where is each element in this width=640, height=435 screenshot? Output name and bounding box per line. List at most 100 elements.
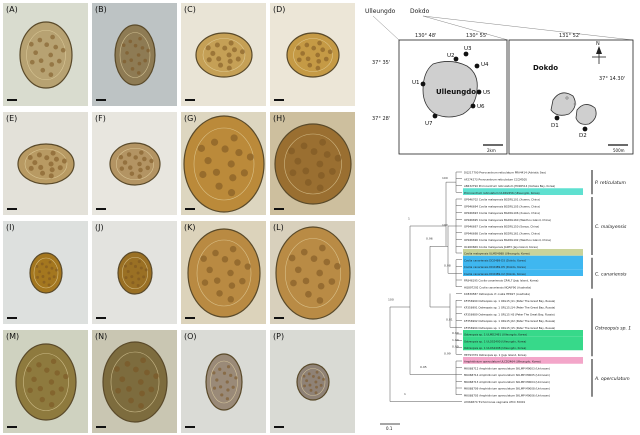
dinoflagellate-cell xyxy=(114,24,156,86)
dinoflagellate-cell xyxy=(187,228,261,318)
panel-label: (E) xyxy=(6,114,18,123)
taxon-label: HQ897292 Coolia canariensis NQAIF90 (Aus… xyxy=(464,285,531,289)
taxon-label: Ostreopsis sp. 1 ULMD2491 (Ulleungdo, Ko… xyxy=(464,333,527,337)
svg-text:U4: U4 xyxy=(481,62,489,68)
micrograph-panel: (I) xyxy=(3,221,88,324)
taxon-label: MK068713 Amphidinium operculatum SKLMP M… xyxy=(464,380,550,384)
station-u5: U5 xyxy=(476,89,491,96)
map-region-dokdo: Dokdo xyxy=(410,8,430,15)
micrograph-panel: (O) xyxy=(181,330,266,433)
sampling-map: Ulleungdo Dokdo 130° 48' 130° 55' 37° 35… xyxy=(365,8,634,155)
micrograph-panel: (G) xyxy=(181,112,266,215)
scale-bar xyxy=(274,426,284,428)
dinoflagellate-cell xyxy=(117,251,153,295)
scale-bar xyxy=(185,317,195,319)
panel-label: (M) xyxy=(6,332,20,341)
dinoflagellate-cell xyxy=(195,32,253,78)
panel-label: (F) xyxy=(95,114,106,123)
highlight-band xyxy=(463,357,583,364)
ulleungdo-island xyxy=(422,61,478,118)
island-label-ulleungdo: Ulleungdo xyxy=(436,88,476,96)
dinoflagellate-cell xyxy=(17,143,75,185)
lon-tick-1: 130° 48' xyxy=(415,33,436,39)
highlight-band xyxy=(463,255,583,263)
map-region-ulleungdo: Ulleungdo xyxy=(365,8,396,15)
clade-label: Ostreopsis sp. 1 xyxy=(595,325,631,331)
station-d2: D2 xyxy=(579,126,588,139)
taxon-label: AB432790 Prorocentrum reticulatum JH0905… xyxy=(464,184,555,188)
support-value: 1 xyxy=(408,216,410,220)
taxon-label: DQ217790 Prorocentrum reticulatum PRA441… xyxy=(464,171,546,175)
taxon-label: Coolia malayensis ULMD4988 (Ulleungdo, K… xyxy=(464,252,530,256)
dinoflagellate-cell xyxy=(286,32,340,78)
taxon-label: MK068714 Amphidinium operculatum SKLMP M… xyxy=(464,373,550,377)
micrograph-panel: (H) xyxy=(270,112,355,215)
svg-text:U3: U3 xyxy=(464,46,472,52)
station-u3: U3 xyxy=(463,46,472,57)
micrograph-panel: (F) xyxy=(92,112,177,215)
panel-label: (H) xyxy=(273,114,286,123)
taxon-label: OP946693 Coolia malayensis BGDRL106 (Xuw… xyxy=(464,211,540,215)
clade-label: P. reticulatum xyxy=(595,180,627,186)
scale-left: 2km xyxy=(487,148,496,153)
support-value: 0.99 xyxy=(452,331,459,335)
lon-tick-2: 130° 55' xyxy=(466,33,487,39)
taxon-label: Ostreopsis sp. 1 ULOS2490 (Ulleungdo, Ko… xyxy=(464,339,526,343)
taxon-label: KF356992 Ostreopsis sp. 1 ORL15 J22 (Pet… xyxy=(464,319,555,323)
scale-bar xyxy=(96,426,106,428)
clade-label: C. canariensis xyxy=(595,271,627,277)
scale-bar xyxy=(274,208,284,210)
taxon-label: OP946694 Coolia malayensis BGDRL105 (Xuw… xyxy=(464,204,540,208)
micrograph-panel: (D) xyxy=(270,3,355,106)
panel-label: (J) xyxy=(95,223,104,232)
scale-bar xyxy=(185,99,195,101)
panel-label: (B) xyxy=(95,5,107,14)
support-value: 0.96 xyxy=(426,237,433,241)
taxon-label: AY064874 Trichomonas vaginalis ATCC 3000… xyxy=(464,400,526,404)
micrograph-panel: (M) xyxy=(3,330,88,433)
scale-bar xyxy=(7,426,17,428)
scale-bar xyxy=(185,426,195,428)
panel-label: (L) xyxy=(273,223,284,232)
micrograph-panel: (P) xyxy=(270,330,355,433)
support-value: 100 xyxy=(442,223,448,227)
micrograph-panel: (L) xyxy=(270,221,355,324)
taxon-label: OP946698 Coolia malayensis BGDRL161 (Xuw… xyxy=(464,231,540,235)
taxon-label: OP946696 Coolia malayensis BGDRL192 (Wei… xyxy=(464,238,551,242)
taxon-label: OL960669 Coolia malayensis JG9P3 (Jeju I… xyxy=(464,245,538,249)
taxon-label: Amphidinium operculatum ULCD2464 (Ulleun… xyxy=(464,360,541,364)
svg-text:U6: U6 xyxy=(477,104,485,110)
taxon-label: Coolia canariensis DD2489-C2 (Dokdo, Kor… xyxy=(464,272,526,276)
dinoflagellate-cell xyxy=(296,363,330,401)
svg-text:U2: U2 xyxy=(447,53,455,59)
panel-label: (A) xyxy=(6,5,18,14)
panel-label: (N) xyxy=(95,332,108,341)
dinoflagellate-cell xyxy=(274,123,352,205)
taxon-label: OP946702 Coolia malayensis BGDRL101 (Xuw… xyxy=(464,198,540,202)
tree-scale-label: 0.1 xyxy=(386,426,393,431)
support-value: 1 xyxy=(404,392,406,396)
taxon-label: Coolia canariensis DD2489-D3 (Dokdo, Kor… xyxy=(464,258,526,262)
dinoflagellate-cell xyxy=(19,21,73,89)
scale-bar xyxy=(185,208,195,210)
taxon-label: MK068705 Amphidinium operculatum SKLMP M… xyxy=(464,393,550,397)
svg-text:D2: D2 xyxy=(579,133,587,139)
highlight-band xyxy=(463,343,583,351)
lat-right: 37° 14.30' xyxy=(599,76,625,82)
taxon-label: Coolia canariensis DD2489-D5 (Dokdo, Kor… xyxy=(464,265,526,269)
support-value: 0.99 xyxy=(452,345,459,349)
scale-bar xyxy=(96,208,106,210)
scale-bar xyxy=(7,208,17,210)
micrograph-panel: (A) xyxy=(3,3,88,106)
svg-text:U1: U1 xyxy=(412,80,420,86)
scale-bar xyxy=(274,99,284,101)
panel-label: (D) xyxy=(273,5,286,14)
dinoflagellate-cell xyxy=(275,226,351,320)
dinoflagellate-cell xyxy=(102,341,168,423)
taxon-label: OP946697 Coolia malayensis BGDRL150 (San… xyxy=(464,225,539,229)
taxon-label: MK068709 Amphidinium operculatum SKLMP M… xyxy=(464,387,550,391)
lon-tick-3: 131° 52' xyxy=(559,33,580,39)
highlight-band xyxy=(463,336,583,344)
island-label-dokdo: Dokdo xyxy=(533,64,558,72)
taxon-label: KX839587 Ostreopsis cf. ovata HER27 (Aus… xyxy=(464,292,530,296)
